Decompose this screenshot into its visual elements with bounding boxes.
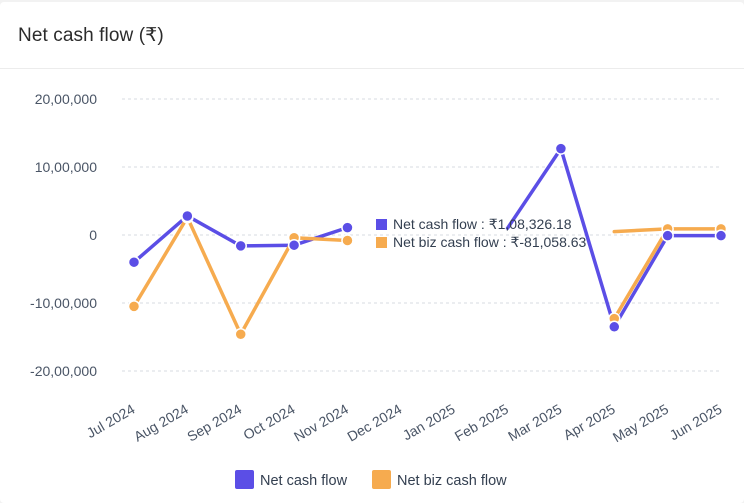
data-point[interactable]	[287, 238, 301, 252]
grid-lines	[122, 98, 722, 372]
series-line-partial	[505, 146, 563, 230]
series-line	[612, 227, 723, 321]
legend-label-net: Net cash flow	[260, 473, 348, 489]
legend-item-net[interactable]: Net cash flow	[235, 470, 348, 489]
tooltip-net-swatch	[376, 219, 387, 230]
y-tick-label: 20,00,000	[35, 91, 97, 107]
x-tick-label: Sep 2024	[184, 401, 244, 445]
x-tick-label: Jul 2024	[84, 401, 138, 441]
x-tick-label: Oct 2024	[240, 401, 297, 443]
chart-title: Net cash flow (₹)	[18, 24, 164, 46]
data-point[interactable]	[608, 320, 621, 334]
x-tick-label: Nov 2024	[291, 401, 351, 445]
data-point[interactable]	[127, 300, 141, 313]
legend-swatch-net	[235, 470, 254, 489]
x-tick-label: Feb 2025	[452, 401, 511, 445]
data-point[interactable]	[661, 229, 674, 242]
data-point[interactable]	[554, 142, 568, 155]
hover-tooltip: Net cash flow : ₹1,08,326.18 Net biz cas…	[376, 216, 587, 250]
tooltip-net-label: Net cash flow : ₹1,08,326.18	[393, 216, 572, 232]
data-point[interactable]	[341, 221, 354, 234]
data-point[interactable]	[234, 328, 247, 341]
legend-item-biz[interactable]: Net biz cash flow	[372, 470, 507, 489]
legend-swatch-biz	[372, 470, 391, 489]
legend: Net cash flow Net biz cash flow	[235, 470, 507, 489]
data-point[interactable]	[127, 255, 141, 269]
data-point[interactable]	[714, 229, 728, 242]
tooltip-biz-label: Net biz cash flow : ₹-81,058.63	[393, 234, 587, 250]
data-point[interactable]	[341, 234, 354, 247]
legend-label-biz: Net biz cash flow	[397, 473, 507, 489]
x-tick-label: Aug 2024	[131, 401, 191, 445]
y-tick-label: -20,00,000	[30, 363, 97, 379]
x-tick-label: Dec 2024	[344, 401, 404, 445]
series-line-partial	[612, 227, 670, 234]
y-tick-label: -10,00,000	[30, 295, 97, 311]
x-tick-label: Mar 2025	[505, 401, 564, 445]
series-line	[559, 146, 723, 329]
x-tick-label: Apr 2025	[561, 401, 618, 443]
series-points[interactable]	[127, 142, 728, 341]
card-header: Net cash flow (₹)	[0, 2, 744, 69]
y-tick-label: 0	[89, 227, 97, 243]
data-point[interactable]	[234, 239, 247, 253]
x-tick-label: May 2025	[610, 401, 671, 446]
data-point[interactable]	[181, 209, 194, 223]
x-tick-label: Jan 2025	[400, 401, 458, 444]
y-axis-ticks: 20,00,000 10,00,000 0 -10,00,000 -20,00,000	[30, 91, 97, 379]
x-tick-label: Jun 2025	[667, 401, 725, 444]
y-tick-label: 10,00,000	[35, 159, 97, 175]
tooltip-biz-swatch	[376, 237, 387, 248]
